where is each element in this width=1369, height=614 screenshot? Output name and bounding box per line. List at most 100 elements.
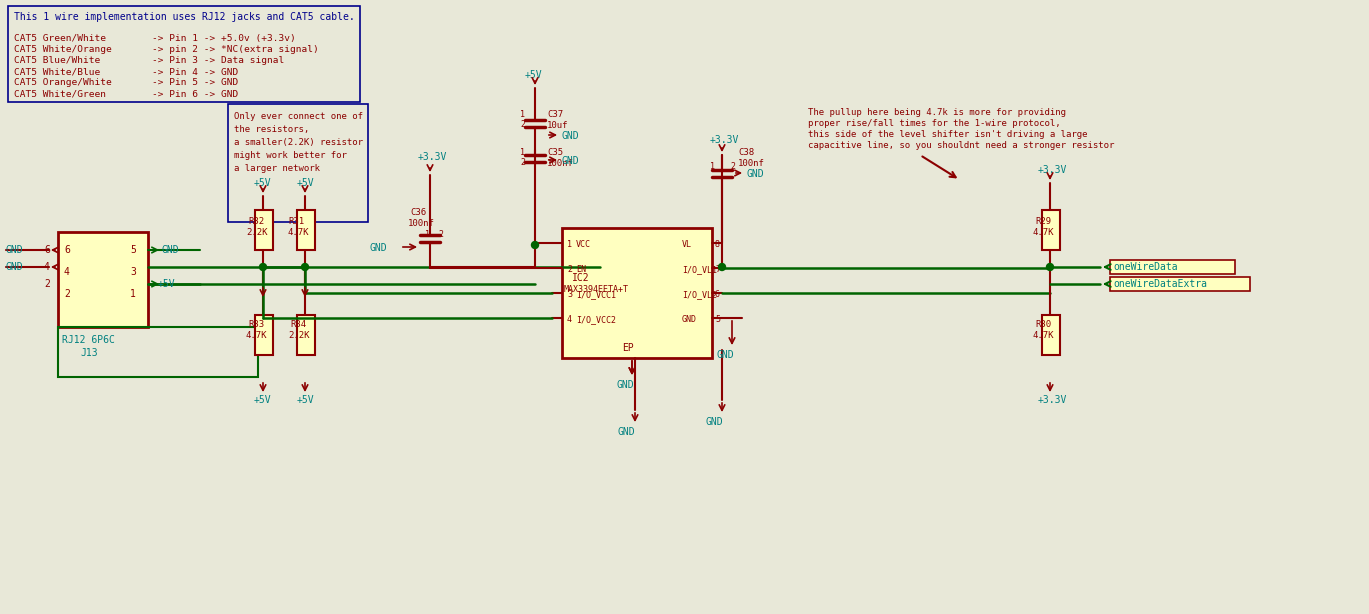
Text: might work better for: might work better for (234, 151, 346, 160)
Text: R34: R34 (290, 320, 307, 329)
Text: The pullup here being 4.7k is more for providing: The pullup here being 4.7k is more for p… (808, 108, 1066, 117)
Text: CAT5 White/Blue         -> Pin 4 -> GND: CAT5 White/Blue -> Pin 4 -> GND (14, 67, 238, 76)
Text: R32: R32 (248, 217, 264, 226)
Bar (8, 6, 360, 102)
Bar (297, 315, 315, 355)
Bar (255, 210, 272, 250)
Text: GND: GND (162, 245, 179, 255)
Text: +3.3V: +3.3V (418, 152, 448, 162)
Text: RJ12 6P6C: RJ12 6P6C (62, 335, 115, 345)
Text: 2: 2 (44, 279, 49, 289)
Text: 1: 1 (520, 148, 524, 157)
Text: 2: 2 (520, 158, 524, 167)
Text: VCC: VCC (576, 240, 591, 249)
Circle shape (301, 263, 308, 271)
Text: GND: GND (706, 417, 724, 427)
Text: +3.3V: +3.3V (711, 135, 739, 145)
Text: 2: 2 (64, 289, 70, 299)
Text: GND: GND (747, 169, 765, 179)
Text: +5V: +5V (255, 178, 271, 188)
Text: 6: 6 (715, 290, 720, 299)
Text: 2: 2 (438, 230, 444, 239)
Text: +5V: +5V (524, 70, 542, 80)
Text: C35: C35 (548, 148, 563, 157)
Text: 1: 1 (567, 240, 572, 249)
Text: GND: GND (563, 131, 579, 141)
Text: 1: 1 (711, 162, 715, 171)
Text: GND: GND (5, 262, 23, 272)
Text: 4: 4 (44, 262, 49, 272)
Text: +5V: +5V (297, 395, 315, 405)
Text: C36: C36 (409, 208, 426, 217)
Text: 4.7K: 4.7K (287, 228, 309, 237)
Text: +5V: +5V (255, 395, 271, 405)
Text: a smaller(2.2K) resistor: a smaller(2.2K) resistor (234, 138, 363, 147)
Text: This 1 wire implementation uses RJ12 jacks and CAT5 cable.: This 1 wire implementation uses RJ12 jac… (14, 12, 355, 22)
Text: 4: 4 (567, 315, 572, 324)
Text: GND: GND (5, 245, 23, 255)
Text: 2: 2 (730, 162, 735, 171)
Circle shape (719, 263, 726, 271)
Text: CAT5 White/Green        -> Pin 6 -> GND: CAT5 White/Green -> Pin 6 -> GND (14, 89, 238, 98)
Text: 2: 2 (567, 265, 572, 274)
Text: oneWireData: oneWireData (1113, 262, 1177, 272)
Text: CAT5 White/Orange       -> pin 2 -> *NC(extra signal): CAT5 White/Orange -> pin 2 -> *NC(extra … (14, 45, 319, 54)
Text: 5: 5 (715, 315, 720, 324)
Text: 1: 1 (130, 289, 136, 299)
Text: capacitive line, so you shouldnt need a stronger resistor: capacitive line, so you shouldnt need a … (808, 141, 1114, 150)
Circle shape (1046, 263, 1054, 271)
Text: 2.2K: 2.2K (287, 331, 309, 340)
Text: 100nf: 100nf (408, 219, 435, 228)
Text: proper rise/fall times for the 1-wire protocol,: proper rise/fall times for the 1-wire pr… (808, 119, 1061, 128)
Bar (1110, 260, 1235, 274)
Text: 8: 8 (715, 240, 720, 249)
Text: 3: 3 (567, 290, 572, 299)
Text: IC2: IC2 (572, 273, 590, 283)
Text: GND: GND (717, 350, 735, 360)
Text: R30: R30 (1035, 320, 1051, 329)
Text: 2.2K: 2.2K (246, 228, 267, 237)
Text: GND: GND (617, 380, 635, 390)
Bar (57, 232, 148, 327)
Text: R29: R29 (1035, 217, 1051, 226)
Bar (1110, 277, 1250, 291)
Text: J13: J13 (79, 348, 97, 358)
Text: MAX3394EETA+T: MAX3394EETA+T (564, 285, 628, 294)
Text: a larger network: a larger network (234, 164, 320, 173)
Bar (57, 327, 257, 377)
Text: C37: C37 (548, 110, 563, 119)
Text: oneWireDataExtra: oneWireDataExtra (1113, 279, 1207, 289)
Text: R33: R33 (248, 320, 264, 329)
Text: C38: C38 (738, 148, 754, 157)
Text: +5V: +5V (297, 178, 315, 188)
Text: I/O_VCC2: I/O_VCC2 (576, 315, 616, 324)
Text: GND: GND (682, 315, 697, 324)
Text: GND: GND (617, 427, 635, 437)
Bar (297, 210, 315, 250)
Bar (1042, 315, 1060, 355)
Text: 6: 6 (64, 245, 70, 255)
Text: 1: 1 (520, 110, 524, 119)
Text: EN: EN (576, 265, 586, 274)
Text: 10uf: 10uf (548, 121, 568, 130)
Text: 4.7K: 4.7K (246, 331, 267, 340)
Text: 7: 7 (715, 265, 720, 274)
Text: GND: GND (370, 243, 387, 253)
Text: +5V: +5V (157, 279, 175, 289)
Text: this side of the level shifter isn't driving a large: this side of the level shifter isn't dri… (808, 130, 1087, 139)
Bar (255, 315, 272, 355)
Text: 2: 2 (520, 120, 524, 129)
Text: R31: R31 (287, 217, 304, 226)
Text: Only ever connect one of: Only ever connect one of (234, 112, 363, 121)
Bar (1042, 210, 1060, 250)
Text: 1: 1 (424, 230, 430, 239)
Text: EP: EP (622, 343, 634, 353)
Text: VL: VL (682, 240, 691, 249)
Bar (563, 228, 712, 358)
Text: GND: GND (563, 156, 579, 166)
Text: CAT5 Orange/White       -> Pin 5 -> GND: CAT5 Orange/White -> Pin 5 -> GND (14, 78, 238, 87)
Text: CAT5 Green/White        -> Pin 1 -> +5.0v (+3.3v): CAT5 Green/White -> Pin 1 -> +5.0v (+3.3… (14, 34, 296, 43)
Circle shape (531, 241, 538, 249)
Text: CAT5 Blue/White         -> Pin 3 -> Data signal: CAT5 Blue/White -> Pin 3 -> Data signal (14, 56, 285, 65)
Text: 4.7K: 4.7K (1034, 228, 1054, 237)
